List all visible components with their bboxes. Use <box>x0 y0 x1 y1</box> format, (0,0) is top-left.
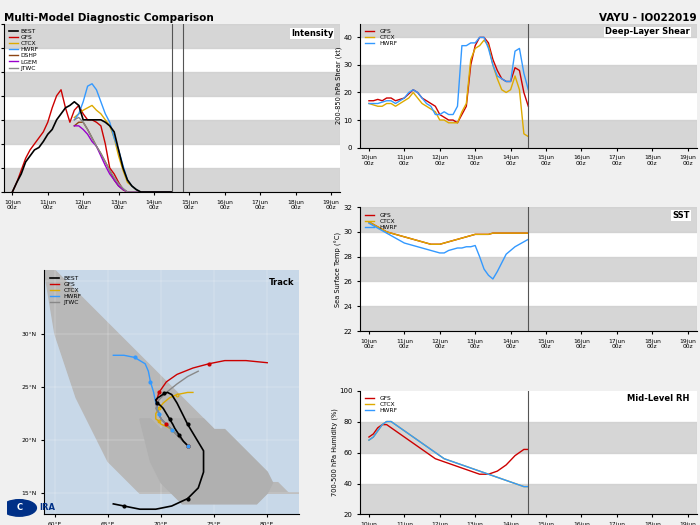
Text: Intensity: Intensity <box>290 29 333 38</box>
Text: Deep-Layer Shear: Deep-Layer Shear <box>605 27 690 36</box>
Legend: GFS, CTCX, HWRF: GFS, CTCX, HWRF <box>363 27 400 49</box>
Bar <box>360 65 696 92</box>
Bar <box>4 168 340 192</box>
Bar <box>360 120 696 148</box>
Bar <box>4 24 340 48</box>
Bar <box>4 120 340 144</box>
Y-axis label: 200-850 hPa Shear (kt): 200-850 hPa Shear (kt) <box>335 47 342 124</box>
Text: IRA: IRA <box>39 503 55 512</box>
Legend: GFS, CTCX, HWRF: GFS, CTCX, HWRF <box>363 210 400 232</box>
Y-axis label: Sea Surface Temp (°C): Sea Surface Temp (°C) <box>335 232 342 307</box>
Legend: BEST, GFS, CTCX, HWRF, JTWC: BEST, GFS, CTCX, HWRF, JTWC <box>48 274 84 308</box>
Bar <box>360 306 696 331</box>
Text: Track: Track <box>269 278 294 287</box>
Text: VAYU - IO022019: VAYU - IO022019 <box>599 13 696 23</box>
Bar <box>360 422 696 453</box>
Bar <box>360 207 696 232</box>
Polygon shape <box>140 419 272 504</box>
Text: Mid-Level RH: Mid-Level RH <box>627 394 690 403</box>
Bar <box>360 484 696 514</box>
Text: SST: SST <box>672 211 690 220</box>
Text: C: C <box>16 503 22 512</box>
Circle shape <box>2 500 36 516</box>
Legend: GFS, CTCX, HWRF: GFS, CTCX, HWRF <box>363 394 400 416</box>
Y-axis label: 700-500 hPa Humidity (%): 700-500 hPa Humidity (%) <box>331 408 337 497</box>
Bar <box>4 72 340 96</box>
Text: Multi-Model Diagnostic Comparison: Multi-Model Diagnostic Comparison <box>4 13 214 23</box>
Bar <box>360 24 696 37</box>
Legend: BEST, GFS, CTCX, HWRF, DSHP, LGEM, JTWC: BEST, GFS, CTCX, HWRF, DSHP, LGEM, JTWC <box>6 27 41 73</box>
Bar <box>360 257 696 281</box>
Polygon shape <box>44 270 299 494</box>
